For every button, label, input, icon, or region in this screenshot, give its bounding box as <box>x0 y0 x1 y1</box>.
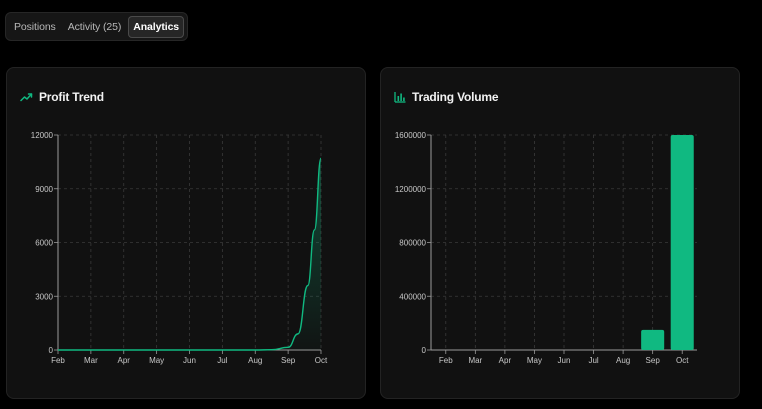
profit-line <box>57 157 322 351</box>
y-tick-label: 9000 <box>35 185 53 194</box>
trading-volume-card: Trading Volume 0 400000 800000 1200000 16000… <box>380 67 740 399</box>
x-tick-label: Aug <box>248 356 262 365</box>
profit-trend-card: Profit Trend 0 3000 6000 9000 12000 Feb Mar Apr… <box>6 67 366 399</box>
tab-analytics[interactable]: Analytics <box>128 15 185 38</box>
x-tick-label: Feb <box>439 356 453 365</box>
x-tick-label: May <box>527 356 542 365</box>
bar-chart-icon <box>394 91 406 103</box>
profit-trend-title: Profit Trend <box>39 90 104 104</box>
x-tick-label: Feb <box>51 356 65 365</box>
x-tick-label: Oct <box>315 356 328 365</box>
x-tick-label: Apr <box>118 356 131 365</box>
tab-activity[interactable]: Activity (25) <box>67 20 122 33</box>
y-tick-label: 6000 <box>35 239 53 248</box>
y-tick-label: 0 <box>422 346 427 355</box>
profit-trend-chart: 0 3000 6000 9000 12000 Feb Mar Apr May Jun Jul Aug S… <box>31 131 328 365</box>
y-tick-label: 3000 <box>35 292 53 301</box>
y-tick-label: 800000 <box>399 239 426 248</box>
trending-up-icon <box>20 92 33 102</box>
profit-trend-header: Profit Trend <box>20 90 104 104</box>
x-tick-label: Oct <box>676 356 689 365</box>
trading-volume-title: Trading Volume <box>412 90 499 104</box>
x-tick-label: Mar <box>84 356 98 365</box>
y-tick-label: 400000 <box>399 292 426 301</box>
view-tabs: Positions Activity (25) Analytics <box>5 12 189 41</box>
x-tick-label: Jul <box>588 356 598 365</box>
x-tick-label: Jun <box>558 356 571 365</box>
volume-bar <box>670 135 694 350</box>
x-tick-label: Aug <box>616 356 630 365</box>
trading-volume-chart: 0 400000 800000 1200000 1600000 Feb Mar Apr May J… <box>395 131 697 365</box>
y-tick-label: 0 <box>49 346 54 355</box>
x-tick-label: Sep <box>646 356 661 365</box>
x-tick-label: Apr <box>499 356 512 365</box>
y-tick-label: 12000 <box>31 131 54 140</box>
y-tick-label: 1600000 <box>395 131 427 140</box>
tab-positions[interactable]: Positions <box>14 20 56 33</box>
x-tick-label: Mar <box>468 356 482 365</box>
x-tick-label: Jun <box>183 356 196 365</box>
x-tick-label: Jul <box>217 356 227 365</box>
y-tick-label: 1200000 <box>395 185 427 194</box>
x-tick-label: Sep <box>281 356 296 365</box>
volume-bar <box>641 329 665 350</box>
x-tick-label: May <box>149 356 164 365</box>
trading-volume-header: Trading Volume <box>394 90 499 104</box>
